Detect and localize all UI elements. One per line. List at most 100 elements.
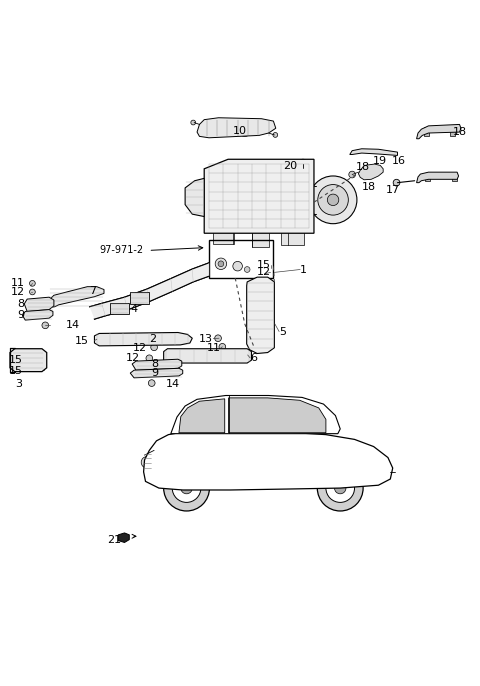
Circle shape — [236, 119, 253, 137]
Polygon shape — [179, 399, 225, 433]
Text: 7: 7 — [89, 286, 96, 296]
Polygon shape — [23, 309, 53, 320]
Text: 21: 21 — [108, 534, 121, 545]
Circle shape — [146, 355, 153, 362]
Bar — [12, 351, 44, 370]
Polygon shape — [417, 172, 458, 182]
Circle shape — [212, 119, 229, 137]
Text: 15: 15 — [8, 366, 23, 376]
Text: 9: 9 — [18, 310, 25, 320]
Text: 3: 3 — [15, 379, 23, 388]
Polygon shape — [49, 287, 104, 307]
Text: 17: 17 — [385, 185, 400, 196]
Bar — [281, 232, 304, 245]
Text: 11: 11 — [207, 343, 221, 353]
Circle shape — [393, 179, 400, 186]
Text: 18: 18 — [453, 127, 467, 137]
Circle shape — [164, 465, 209, 511]
Text: 15: 15 — [256, 260, 271, 270]
Text: 18: 18 — [362, 182, 376, 193]
Text: 12: 12 — [126, 353, 140, 364]
Text: 1: 1 — [300, 265, 307, 274]
Circle shape — [219, 344, 226, 350]
Circle shape — [233, 261, 242, 271]
Bar — [452, 174, 457, 180]
Polygon shape — [130, 292, 149, 304]
Circle shape — [367, 168, 375, 176]
Text: 16: 16 — [392, 156, 406, 166]
Text: 20: 20 — [283, 161, 297, 171]
Text: 15: 15 — [75, 335, 89, 346]
Text: 12: 12 — [133, 343, 147, 353]
Bar — [425, 174, 430, 180]
Polygon shape — [247, 277, 275, 353]
Text: 8: 8 — [18, 299, 25, 309]
Polygon shape — [144, 431, 393, 490]
Polygon shape — [118, 533, 129, 543]
Circle shape — [299, 159, 307, 168]
Bar — [252, 233, 269, 246]
Polygon shape — [228, 398, 326, 433]
Circle shape — [349, 172, 356, 178]
Polygon shape — [197, 118, 276, 138]
Text: 12: 12 — [11, 287, 25, 297]
Circle shape — [141, 457, 153, 468]
Circle shape — [335, 482, 346, 494]
Text: 19: 19 — [373, 156, 387, 166]
Text: 14: 14 — [166, 379, 180, 388]
Circle shape — [244, 267, 250, 272]
Circle shape — [240, 123, 249, 132]
Polygon shape — [110, 303, 129, 314]
Polygon shape — [185, 178, 204, 217]
Polygon shape — [95, 333, 192, 346]
Text: 8: 8 — [152, 359, 159, 369]
Polygon shape — [132, 359, 182, 370]
Text: 13: 13 — [199, 333, 213, 344]
Text: 6: 6 — [250, 353, 257, 363]
Text: 97-971-2: 97-971-2 — [99, 246, 144, 255]
Circle shape — [309, 176, 357, 224]
Polygon shape — [171, 396, 340, 434]
Text: 15: 15 — [8, 355, 23, 365]
Polygon shape — [90, 263, 209, 319]
Circle shape — [172, 474, 201, 502]
Circle shape — [42, 322, 48, 329]
Circle shape — [30, 281, 35, 286]
Text: 2: 2 — [149, 333, 156, 344]
Polygon shape — [164, 348, 252, 363]
Bar — [209, 167, 238, 183]
Bar — [209, 240, 274, 278]
Circle shape — [218, 261, 224, 267]
Text: 14: 14 — [66, 320, 80, 331]
Circle shape — [30, 289, 35, 295]
Text: 4: 4 — [130, 304, 137, 314]
Text: 10: 10 — [233, 126, 247, 136]
Circle shape — [191, 120, 196, 125]
Circle shape — [148, 380, 155, 386]
Polygon shape — [359, 164, 383, 180]
Bar — [450, 128, 455, 136]
Bar — [242, 167, 271, 183]
Text: 11: 11 — [11, 279, 25, 288]
Text: 12: 12 — [256, 268, 271, 277]
Circle shape — [216, 123, 225, 132]
Text: 18: 18 — [356, 163, 370, 172]
Text: 5: 5 — [279, 327, 286, 337]
Circle shape — [318, 185, 348, 215]
Text: 9: 9 — [152, 368, 159, 378]
Circle shape — [317, 465, 363, 511]
Circle shape — [326, 474, 355, 502]
Bar — [424, 128, 429, 136]
Polygon shape — [417, 124, 461, 139]
Circle shape — [215, 335, 221, 342]
Circle shape — [327, 194, 339, 206]
Circle shape — [181, 482, 192, 494]
Circle shape — [151, 344, 157, 351]
Polygon shape — [130, 368, 183, 378]
Polygon shape — [24, 297, 54, 311]
Circle shape — [215, 258, 227, 270]
Polygon shape — [204, 159, 314, 233]
Polygon shape — [10, 348, 47, 372]
Polygon shape — [350, 149, 397, 156]
Bar — [213, 232, 234, 244]
